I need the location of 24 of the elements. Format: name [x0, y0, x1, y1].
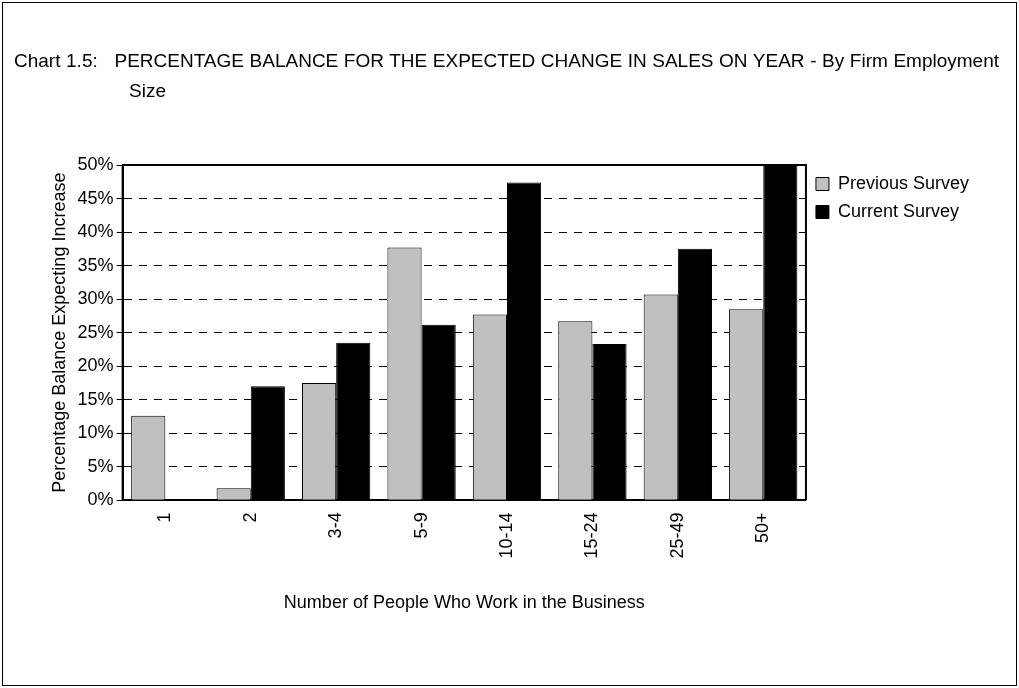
- x-tick-label: 10-14: [495, 512, 516, 559]
- legend-label: Current Survey: [837, 200, 959, 221]
- x-tick-label: 15-24: [581, 512, 602, 559]
- x-tick-label: 5-9: [410, 512, 431, 539]
- x-tick-label: 2: [239, 512, 260, 523]
- x-tick-label: 50+: [752, 512, 773, 543]
- y-tick-label: 5%: [87, 455, 114, 476]
- y-tick-label: 10%: [77, 422, 114, 443]
- y-tick-label: 40%: [77, 221, 114, 242]
- y-tick-label: 15%: [77, 388, 114, 409]
- legend-label: Previous Survey: [837, 172, 970, 193]
- y-tick-label: 45%: [77, 187, 114, 208]
- y-tick-label: 20%: [77, 355, 114, 376]
- x-tick-label: 3-4: [325, 512, 346, 539]
- chart-title: Chart 1.5: PERCENTAGE BALANCE FOR THE EXPECTED CHANGE IN SALES ON YEAR - By Firm Employment Size: [14, 49, 999, 103]
- y-tick-label: 35%: [77, 254, 114, 275]
- y-tick-label: 30%: [77, 288, 114, 309]
- x-tick-label: 25-49: [666, 512, 687, 559]
- y-axis-title: Percentage Balance Expecting Increase: [48, 172, 69, 493]
- x-tick-label: 1: [154, 512, 175, 523]
- y-tick-label: 25%: [77, 321, 114, 342]
- y-tick-label: 0%: [87, 489, 114, 510]
- y-tick-label: 50%: [77, 153, 114, 174]
- x-axis-title: Number of People Who Work in the Business: [283, 592, 645, 613]
